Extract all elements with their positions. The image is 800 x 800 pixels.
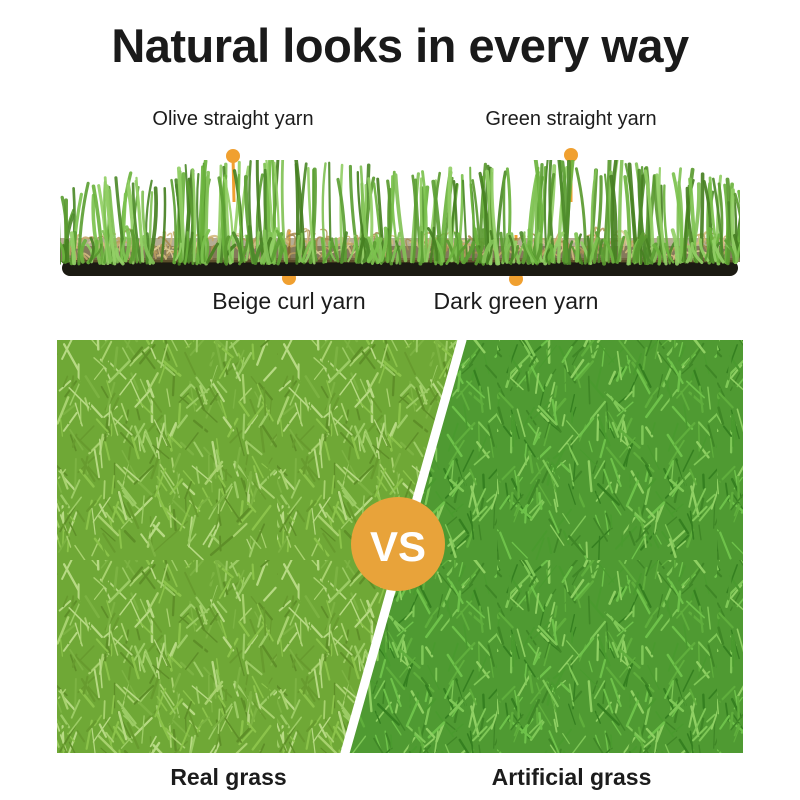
svg-text:VS: VS bbox=[370, 523, 426, 570]
